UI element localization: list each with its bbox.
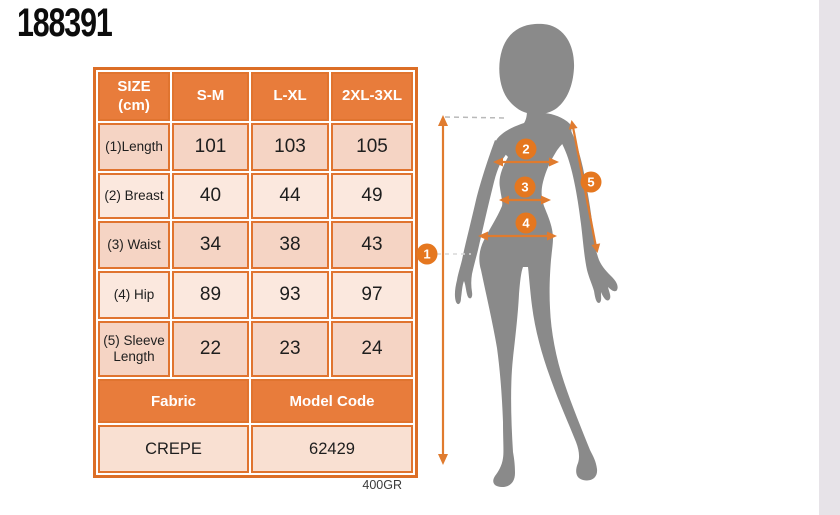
size-chart: SIZE (cm) S-M L-XL 2XL-3XL (1)Length 101… (93, 67, 418, 478)
table-cell: 40 (172, 173, 249, 219)
page-side-strip (819, 0, 840, 515)
column-header-sm: S-M (172, 72, 249, 121)
shoulder-guide-dashes (444, 116, 508, 119)
table-row-length: (1)Length 101 103 105 (98, 123, 413, 171)
table-row-waist: (3) Waist 34 38 43 (98, 221, 413, 269)
fabric-value: CREPE (98, 425, 249, 473)
measurement-diagram: 1 2 3 4 5 (415, 10, 685, 500)
table-cell: 44 (251, 173, 329, 219)
table-cell: 101 (172, 123, 249, 171)
table-cell: 24 (331, 321, 413, 377)
row-label: (2) Breast (98, 173, 170, 219)
measure-badge-4: 4 (515, 212, 537, 234)
measure-badge-3: 3 (514, 176, 536, 198)
info-header-row: Fabric Model Code (98, 379, 413, 423)
info-value-row: CREPE 62429 (98, 425, 413, 473)
measure-badge-1: 1 (416, 243, 438, 265)
column-header-lxl: L-XL (251, 72, 329, 121)
table-cell: 103 (251, 123, 329, 171)
model-code-header: Model Code (251, 379, 413, 423)
table-header-row: SIZE (cm) S-M L-XL 2XL-3XL (98, 72, 413, 121)
table-cell: 34 (172, 221, 249, 269)
table-cell: 49 (331, 173, 413, 219)
body-diagram-svg: 1 2 3 4 5 (416, 23, 618, 487)
bust-arrow (493, 157, 559, 167)
measure-badges: 1 2 3 4 5 (416, 138, 602, 265)
table-cell: 97 (331, 271, 413, 319)
hip-arrow (478, 231, 557, 241)
table-cell: 93 (251, 271, 329, 319)
table-cell: 89 (172, 271, 249, 319)
measure-badge-5: 5 (580, 171, 602, 193)
size-table: SIZE (cm) S-M L-XL 2XL-3XL (1)Length 101… (93, 67, 418, 478)
column-header-2xl3xl: 2XL-3XL (331, 72, 413, 121)
product-code: 188391 (17, 1, 113, 45)
table-row-breast: (2) Breast 40 44 49 (98, 173, 413, 219)
table-cell: 22 (172, 321, 249, 377)
model-code-value: 62429 (251, 425, 413, 473)
badge-4-label: 4 (522, 216, 530, 231)
length-arrow (438, 115, 448, 465)
row-label: (4) Hip (98, 271, 170, 319)
fabric-header: Fabric (98, 379, 249, 423)
row-label: (1)Length (98, 123, 170, 171)
weight-note: 400GR (362, 478, 402, 492)
size-unit-header: SIZE (cm) (98, 72, 170, 121)
waist-arrow (499, 195, 551, 205)
badge-2-label: 2 (522, 142, 529, 157)
table-row-sleeve: (5) Sleeve Length 22 23 24 (98, 321, 413, 377)
badge-1-label: 1 (423, 247, 430, 262)
table-cell: 43 (331, 221, 413, 269)
measure-badge-2: 2 (515, 138, 537, 160)
table-cell: 38 (251, 221, 329, 269)
table-cell: 23 (251, 321, 329, 377)
woman-silhouette (454, 23, 618, 487)
table-row-hip: (4) Hip 89 93 97 (98, 271, 413, 319)
badge-3-label: 3 (521, 180, 528, 195)
badge-5-label: 5 (587, 175, 594, 190)
row-label: (3) Waist (98, 221, 170, 269)
row-label: (5) Sleeve Length (98, 321, 170, 377)
table-cell: 105 (331, 123, 413, 171)
